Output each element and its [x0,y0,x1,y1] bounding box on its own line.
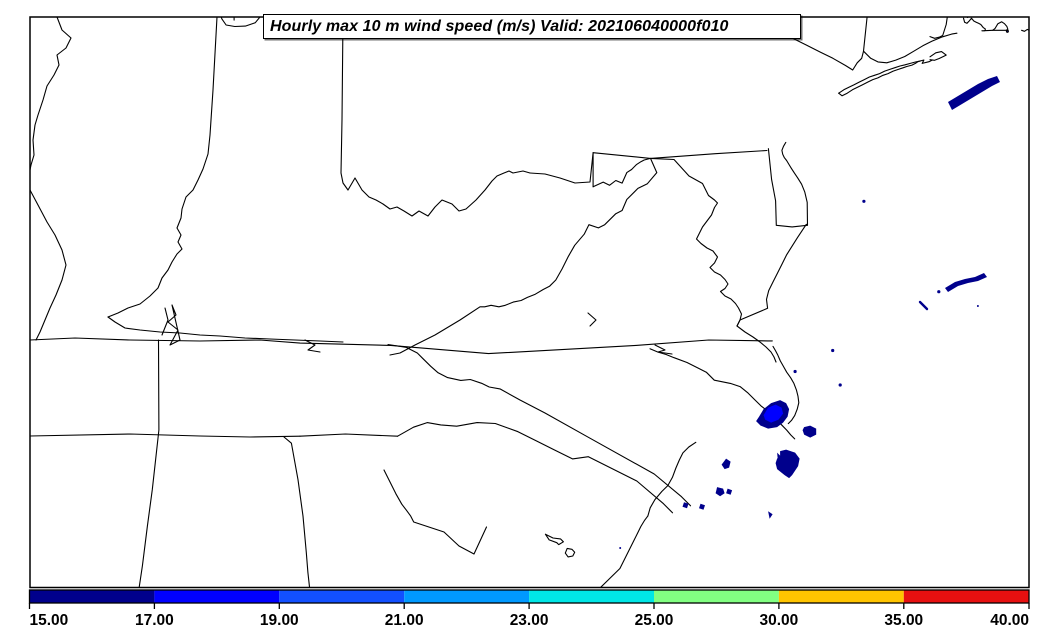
svg-text:17.00: 17.00 [135,612,174,629]
svg-text:21.00: 21.00 [385,612,424,629]
svg-text:23.00: 23.00 [510,612,549,629]
svg-text:25.00: 25.00 [635,612,674,629]
svg-text:15.00: 15.00 [30,612,69,629]
svg-text:19.00: 19.00 [260,612,299,629]
svg-text:30.00: 30.00 [760,612,799,629]
svg-text:40.00: 40.00 [990,612,1029,629]
svg-text:35.00: 35.00 [884,612,923,629]
